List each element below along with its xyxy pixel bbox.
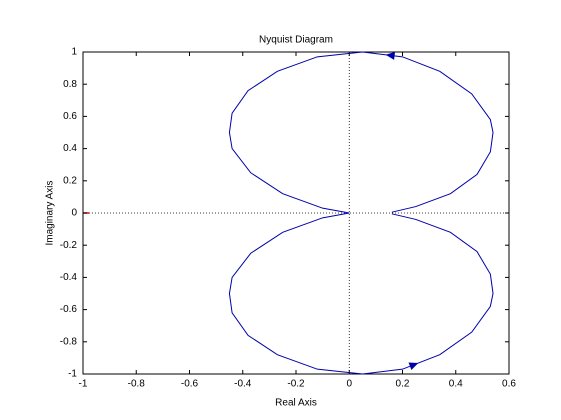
x-tick-label: -0.8: [128, 379, 146, 390]
y-tick-label: 1: [71, 47, 77, 58]
x-tick-label: -1: [79, 379, 88, 390]
curve: [228, 212, 494, 375]
y-tick-label: 0.6: [63, 111, 77, 122]
y-tick-label: -0.2: [60, 240, 78, 251]
direction-arrow: [408, 362, 419, 370]
x-tick-label: -0.4: [234, 379, 252, 390]
y-tick-label: 0.2: [63, 175, 77, 186]
x-axis-label: Real Axis: [275, 398, 317, 409]
x-tick-label: -0.2: [287, 379, 305, 390]
curve: [228, 51, 494, 214]
x-tick-label: 0.6: [502, 379, 516, 390]
x-tick-label: -0.6: [181, 379, 199, 390]
y-tick-label: -0.4: [60, 272, 78, 283]
y-tick-label: 0.8: [63, 79, 77, 90]
x-tick-label: 0.2: [396, 379, 410, 390]
y-tick-label: -0.6: [60, 304, 78, 315]
chart-title: Nyquist Diagram: [259, 35, 333, 46]
x-tick-label: 0: [346, 379, 352, 390]
y-axis-label: Imaginary Axis: [45, 180, 56, 245]
y-tick-label: -0.8: [60, 336, 78, 347]
y-tick-label: 0.4: [63, 143, 77, 154]
direction-arrow: [385, 51, 396, 60]
y-tick-label: -1: [68, 369, 77, 380]
y-tick-label: 0: [71, 208, 77, 219]
x-tick-label: 0.4: [449, 379, 463, 390]
